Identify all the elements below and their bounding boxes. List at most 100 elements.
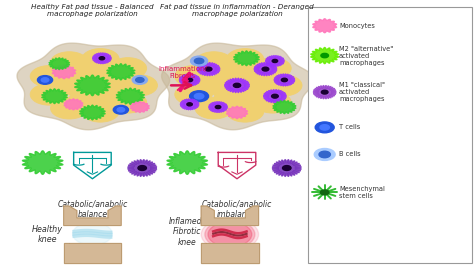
Circle shape (187, 103, 192, 106)
Circle shape (195, 52, 233, 73)
Circle shape (272, 94, 278, 98)
Circle shape (41, 78, 49, 82)
Polygon shape (313, 86, 336, 99)
Circle shape (320, 125, 329, 130)
Circle shape (233, 83, 241, 88)
Circle shape (199, 76, 231, 95)
Polygon shape (225, 78, 249, 92)
Circle shape (117, 108, 125, 112)
Circle shape (175, 84, 212, 105)
Polygon shape (227, 107, 247, 118)
Text: Catabolic/anabolic
imbalance: Catabolic/anabolic imbalance (202, 199, 272, 219)
Polygon shape (49, 58, 69, 70)
Circle shape (254, 58, 291, 79)
Circle shape (94, 69, 126, 87)
Polygon shape (274, 74, 295, 86)
Circle shape (321, 53, 328, 58)
Circle shape (120, 75, 157, 96)
Circle shape (205, 220, 255, 249)
Circle shape (314, 149, 335, 160)
Circle shape (113, 105, 128, 114)
Circle shape (226, 101, 264, 122)
Circle shape (194, 93, 204, 99)
Text: Inflamed/
Fibrotic
knee: Inflamed/ Fibrotic knee (169, 217, 205, 247)
Polygon shape (75, 75, 110, 96)
Text: Inflammation/
Fibrosis: Inflammation/ Fibrosis (158, 66, 207, 79)
Polygon shape (92, 53, 111, 64)
Text: Healthy Fat pad tissue - Balanced
macrophage polarization: Healthy Fat pad tissue - Balanced macrop… (31, 4, 154, 17)
Circle shape (73, 222, 112, 245)
Circle shape (51, 52, 88, 73)
Circle shape (109, 92, 146, 113)
Circle shape (315, 122, 334, 133)
Polygon shape (234, 51, 259, 66)
Circle shape (215, 105, 221, 109)
Circle shape (136, 78, 144, 82)
Text: Monocytes: Monocytes (339, 23, 375, 29)
Text: Catabolic/anabolic
balance: Catabolic/anabolic balance (57, 199, 128, 219)
Circle shape (195, 98, 233, 119)
Polygon shape (201, 243, 259, 263)
Circle shape (30, 66, 68, 87)
Polygon shape (209, 102, 228, 112)
Polygon shape (177, 73, 192, 91)
Circle shape (226, 79, 248, 92)
Circle shape (132, 76, 147, 84)
Circle shape (81, 79, 104, 92)
Polygon shape (273, 101, 296, 114)
Polygon shape (64, 99, 83, 110)
Polygon shape (197, 63, 220, 76)
Circle shape (321, 90, 328, 94)
Polygon shape (180, 99, 199, 110)
Polygon shape (272, 160, 301, 176)
Circle shape (51, 98, 88, 119)
Circle shape (190, 91, 209, 102)
Polygon shape (107, 64, 135, 80)
Text: Fat pad tissue in inflammation - Deranged
macrophage polarization: Fat pad tissue in inflammation - Derange… (160, 4, 314, 17)
Circle shape (239, 84, 271, 102)
Circle shape (319, 151, 330, 158)
Circle shape (70, 88, 101, 107)
Circle shape (55, 76, 86, 95)
Polygon shape (23, 151, 63, 174)
Circle shape (201, 218, 259, 251)
Circle shape (99, 57, 105, 60)
Polygon shape (179, 74, 200, 86)
Circle shape (214, 88, 246, 107)
Circle shape (208, 222, 252, 247)
Circle shape (191, 56, 208, 66)
Circle shape (282, 78, 287, 82)
Polygon shape (130, 102, 149, 112)
Polygon shape (313, 19, 337, 33)
Polygon shape (162, 43, 314, 130)
Circle shape (175, 66, 212, 87)
Text: T cells: T cells (339, 124, 360, 130)
Polygon shape (64, 243, 121, 263)
Polygon shape (42, 89, 67, 104)
Polygon shape (128, 160, 157, 176)
Circle shape (82, 49, 119, 70)
Polygon shape (264, 90, 286, 103)
Text: M2 "alternative"
activated
macrophages: M2 "alternative" activated macrophages (339, 46, 393, 66)
Circle shape (205, 67, 212, 71)
Circle shape (94, 84, 126, 102)
Polygon shape (254, 63, 277, 76)
Circle shape (30, 84, 68, 105)
Circle shape (37, 76, 53, 84)
Text: B cells: B cells (339, 151, 361, 157)
Circle shape (262, 67, 269, 71)
Polygon shape (311, 47, 338, 64)
Circle shape (264, 75, 302, 96)
Circle shape (138, 166, 146, 170)
Text: Healthy
knee: Healthy knee (32, 225, 63, 244)
Polygon shape (201, 206, 259, 225)
Text: Mesenchymal
stem cells: Mesenchymal stem cells (339, 186, 385, 199)
Polygon shape (80, 105, 105, 120)
FancyBboxPatch shape (308, 7, 472, 263)
Circle shape (187, 78, 192, 82)
Polygon shape (117, 88, 144, 104)
Circle shape (70, 64, 101, 82)
Circle shape (214, 64, 246, 82)
Circle shape (82, 101, 119, 122)
Circle shape (254, 92, 291, 113)
